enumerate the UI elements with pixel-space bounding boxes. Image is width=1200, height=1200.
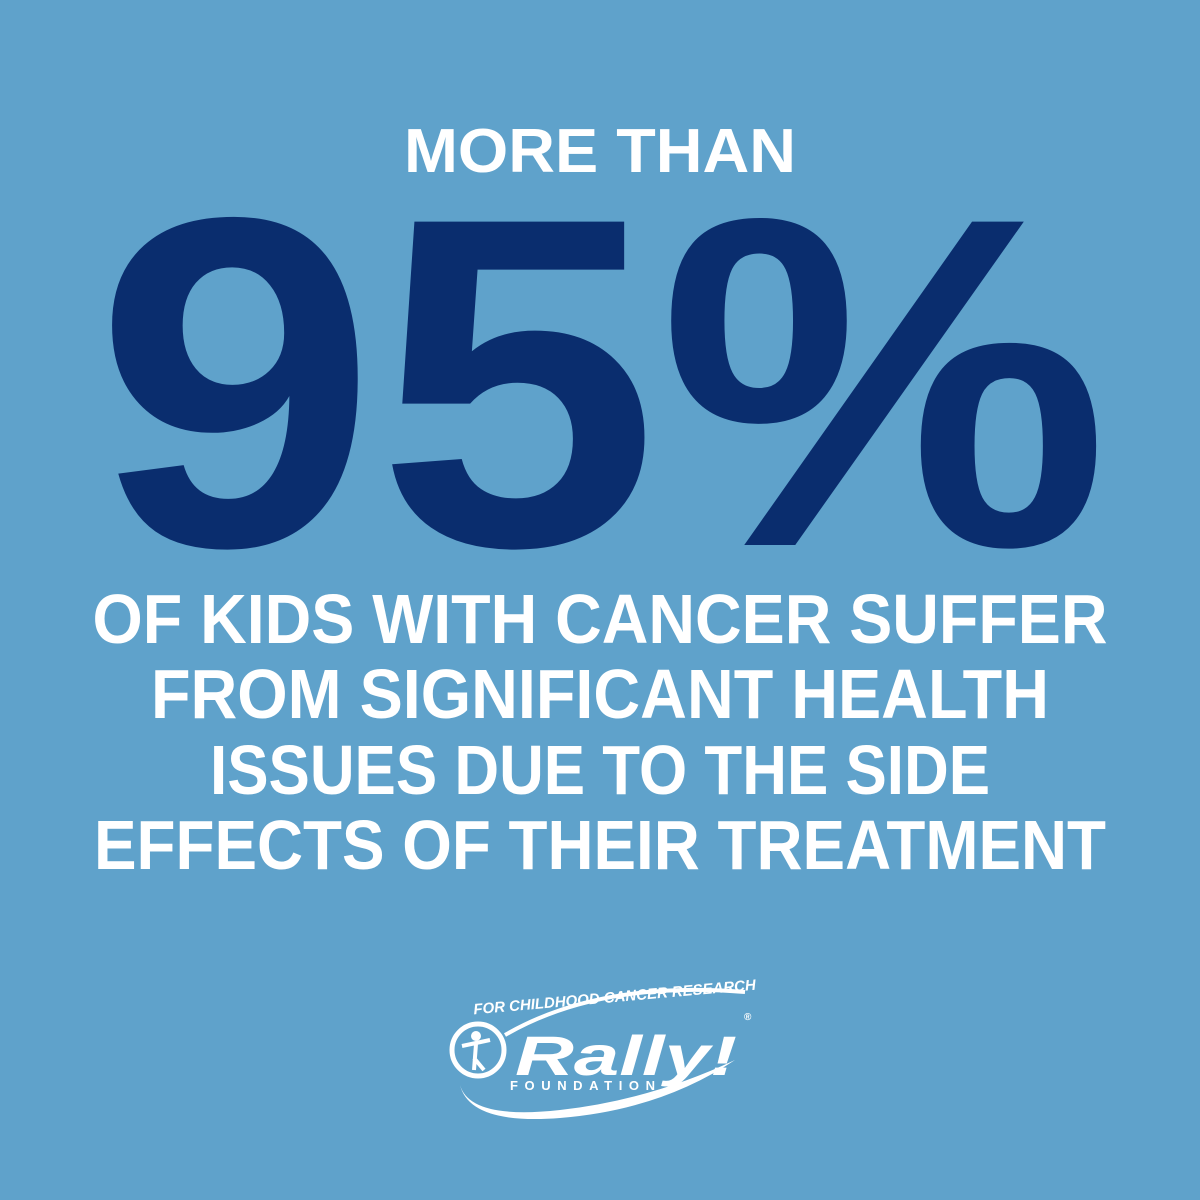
logo-swoosh [460,1060,735,1120]
body-line: OF KIDS WITH CANCER SUFFER [93,580,1108,658]
body-line: ISSUES DUE TO THE SIDE [210,731,990,809]
logo-figure [461,1038,491,1072]
body-line: EFFECTS OF THEIR TREATMENT [94,806,1106,884]
logo-subtitle: FOUNDATION [510,1078,655,1093]
header-title: MORE THAN [404,117,796,186]
stat-value: 95% [95,120,1110,645]
body-line: FROM SIGNIFICANT HEALTH [151,655,1049,733]
logo-arc [503,987,746,1037]
logo-registered: ® [744,1012,752,1023]
logo-circle [449,1021,507,1079]
logo-figure-head [471,1031,481,1041]
